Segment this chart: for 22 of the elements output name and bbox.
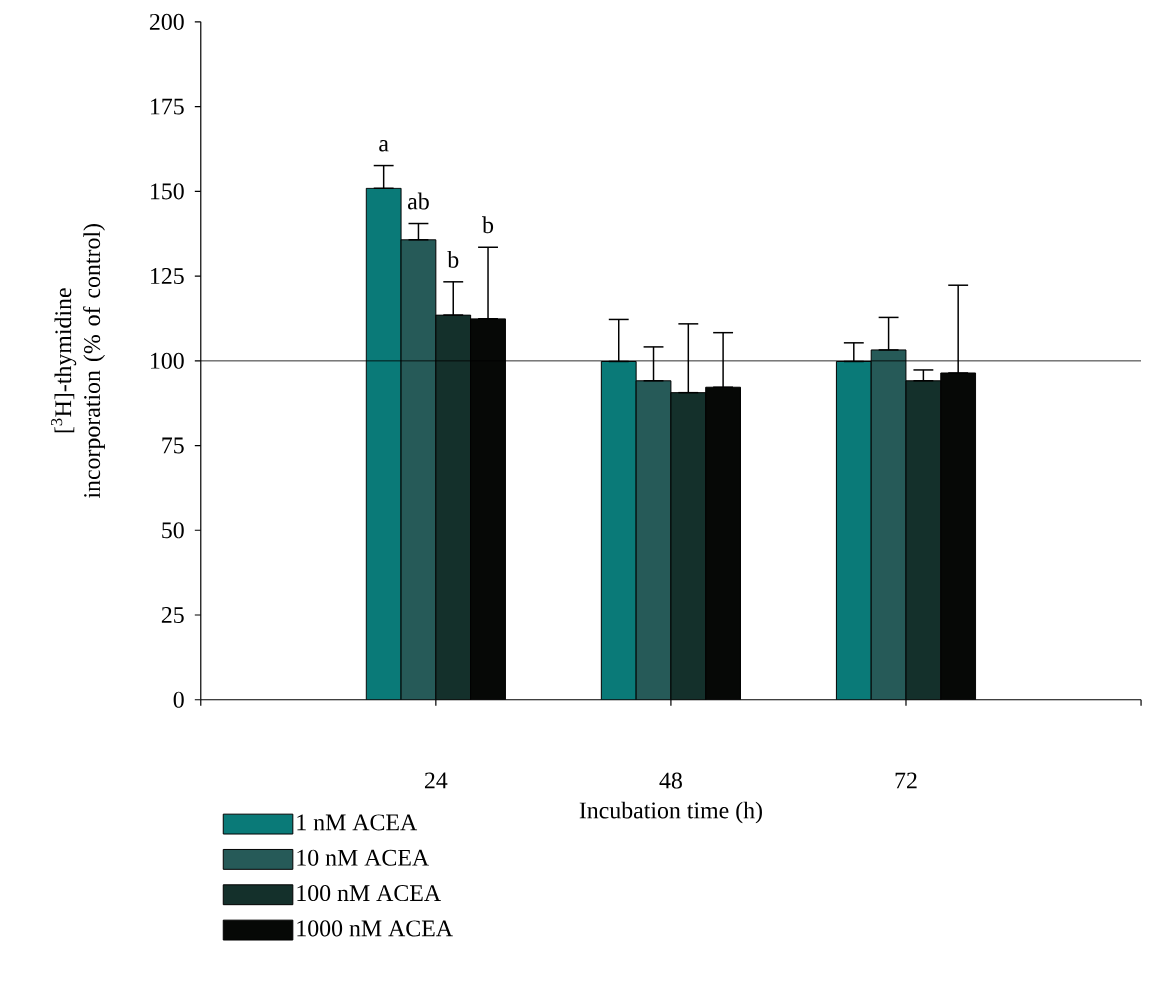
annotation: ab (408, 192, 429, 210)
y-axis-title: [$^{3}$H]-thymidine incorporation (% of control) (51, 224, 105, 499)
legend-label: 100 nM ACEA (297, 885, 441, 902)
legend-label: 1000 nM ACEA (297, 920, 453, 937)
y-tick-label: 25 (161, 607, 184, 624)
y-tick-label: 125 (150, 268, 184, 285)
x-tick-label: 48 (659, 772, 682, 789)
annotation: b (447, 250, 459, 268)
x-axis-title: Incubation time (h) (579, 801, 762, 824)
y-tick-label: 200 (149, 13, 184, 30)
y-tick-label: 75 (162, 437, 184, 454)
legend-label: 1 nM ACEA (297, 814, 418, 831)
legend-label: 10 nM ACEA (297, 849, 429, 866)
y-tick-label: 100 (150, 352, 184, 369)
y-tick-label: 50 (162, 522, 184, 539)
annotation: a (379, 140, 389, 152)
y-tick-label: 175 (150, 98, 184, 115)
x-tick-label: 24 (424, 772, 448, 789)
x-tick-label: 72 (895, 772, 917, 789)
y-tick-label: 0 (173, 691, 184, 708)
y-tick-label: 150 (150, 183, 184, 200)
annotation: b (482, 216, 494, 234)
